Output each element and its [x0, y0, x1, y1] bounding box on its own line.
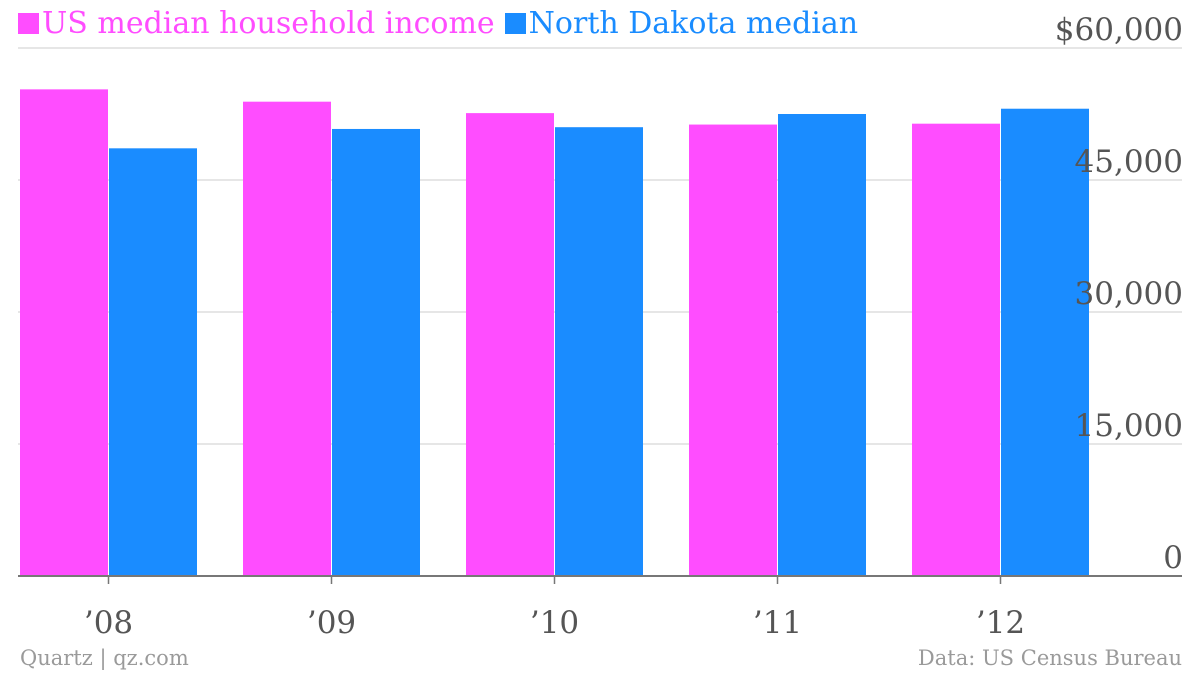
- bar-north-dakota: [109, 148, 197, 576]
- bar-north-dakota: [778, 114, 866, 576]
- legend-label-north-dakota: North Dakota median: [528, 6, 859, 41]
- x-tick-label: ’10: [530, 605, 579, 641]
- y-tick-label: $60,000: [1055, 12, 1183, 48]
- bar-us: [466, 113, 554, 577]
- source-text: Data: US Census Bureau: [917, 646, 1182, 670]
- bar-north-dakota: [555, 127, 643, 576]
- bar-north-dakota: [332, 128, 420, 576]
- legend: US median household income North Dakota …: [18, 6, 868, 41]
- bar-us: [689, 124, 777, 576]
- x-tick-label: ’08: [84, 605, 133, 641]
- axes: 0 15,000 30,000 45,000 $60,000 ’08 ’09 ’10 ’11 ’1…: [18, 12, 1183, 641]
- legend-label-us: US median household income: [42, 6, 495, 41]
- x-tick-label: ’11: [753, 605, 802, 641]
- bar-north-dakota: [1001, 108, 1089, 576]
- y-tick-label: 15,000: [1075, 408, 1183, 444]
- legend-item-us: US median household income: [18, 6, 495, 41]
- credit-text: Quartz | qz.com: [20, 646, 189, 670]
- bar-us: [912, 123, 1000, 577]
- legend-swatch-us: [18, 13, 39, 34]
- y-tick-label: 45,000: [1075, 144, 1183, 180]
- legend-item-north-dakota: North Dakota median: [504, 6, 859, 41]
- x-tick-label: ’09: [307, 605, 356, 641]
- bars: [20, 89, 1089, 577]
- y-tick-label: 0: [1163, 540, 1183, 576]
- bar-us: [20, 89, 108, 577]
- legend-swatch-north-dakota: [504, 13, 526, 34]
- y-tick-label: 30,000: [1075, 276, 1183, 312]
- bar-us: [243, 101, 331, 577]
- x-tick-label: ’12: [976, 605, 1025, 641]
